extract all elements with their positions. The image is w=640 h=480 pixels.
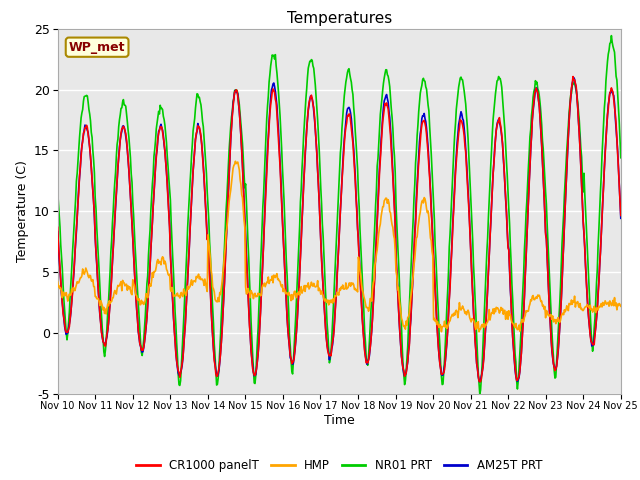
- Legend: CR1000 panelT, HMP, NR01 PRT, AM25T PRT: CR1000 panelT, HMP, NR01 PRT, AM25T PRT: [132, 454, 547, 477]
- Y-axis label: Temperature (C): Temperature (C): [15, 160, 29, 262]
- Text: WP_met: WP_met: [69, 41, 125, 54]
- Title: Temperatures: Temperatures: [287, 11, 392, 26]
- X-axis label: Time: Time: [324, 414, 355, 427]
